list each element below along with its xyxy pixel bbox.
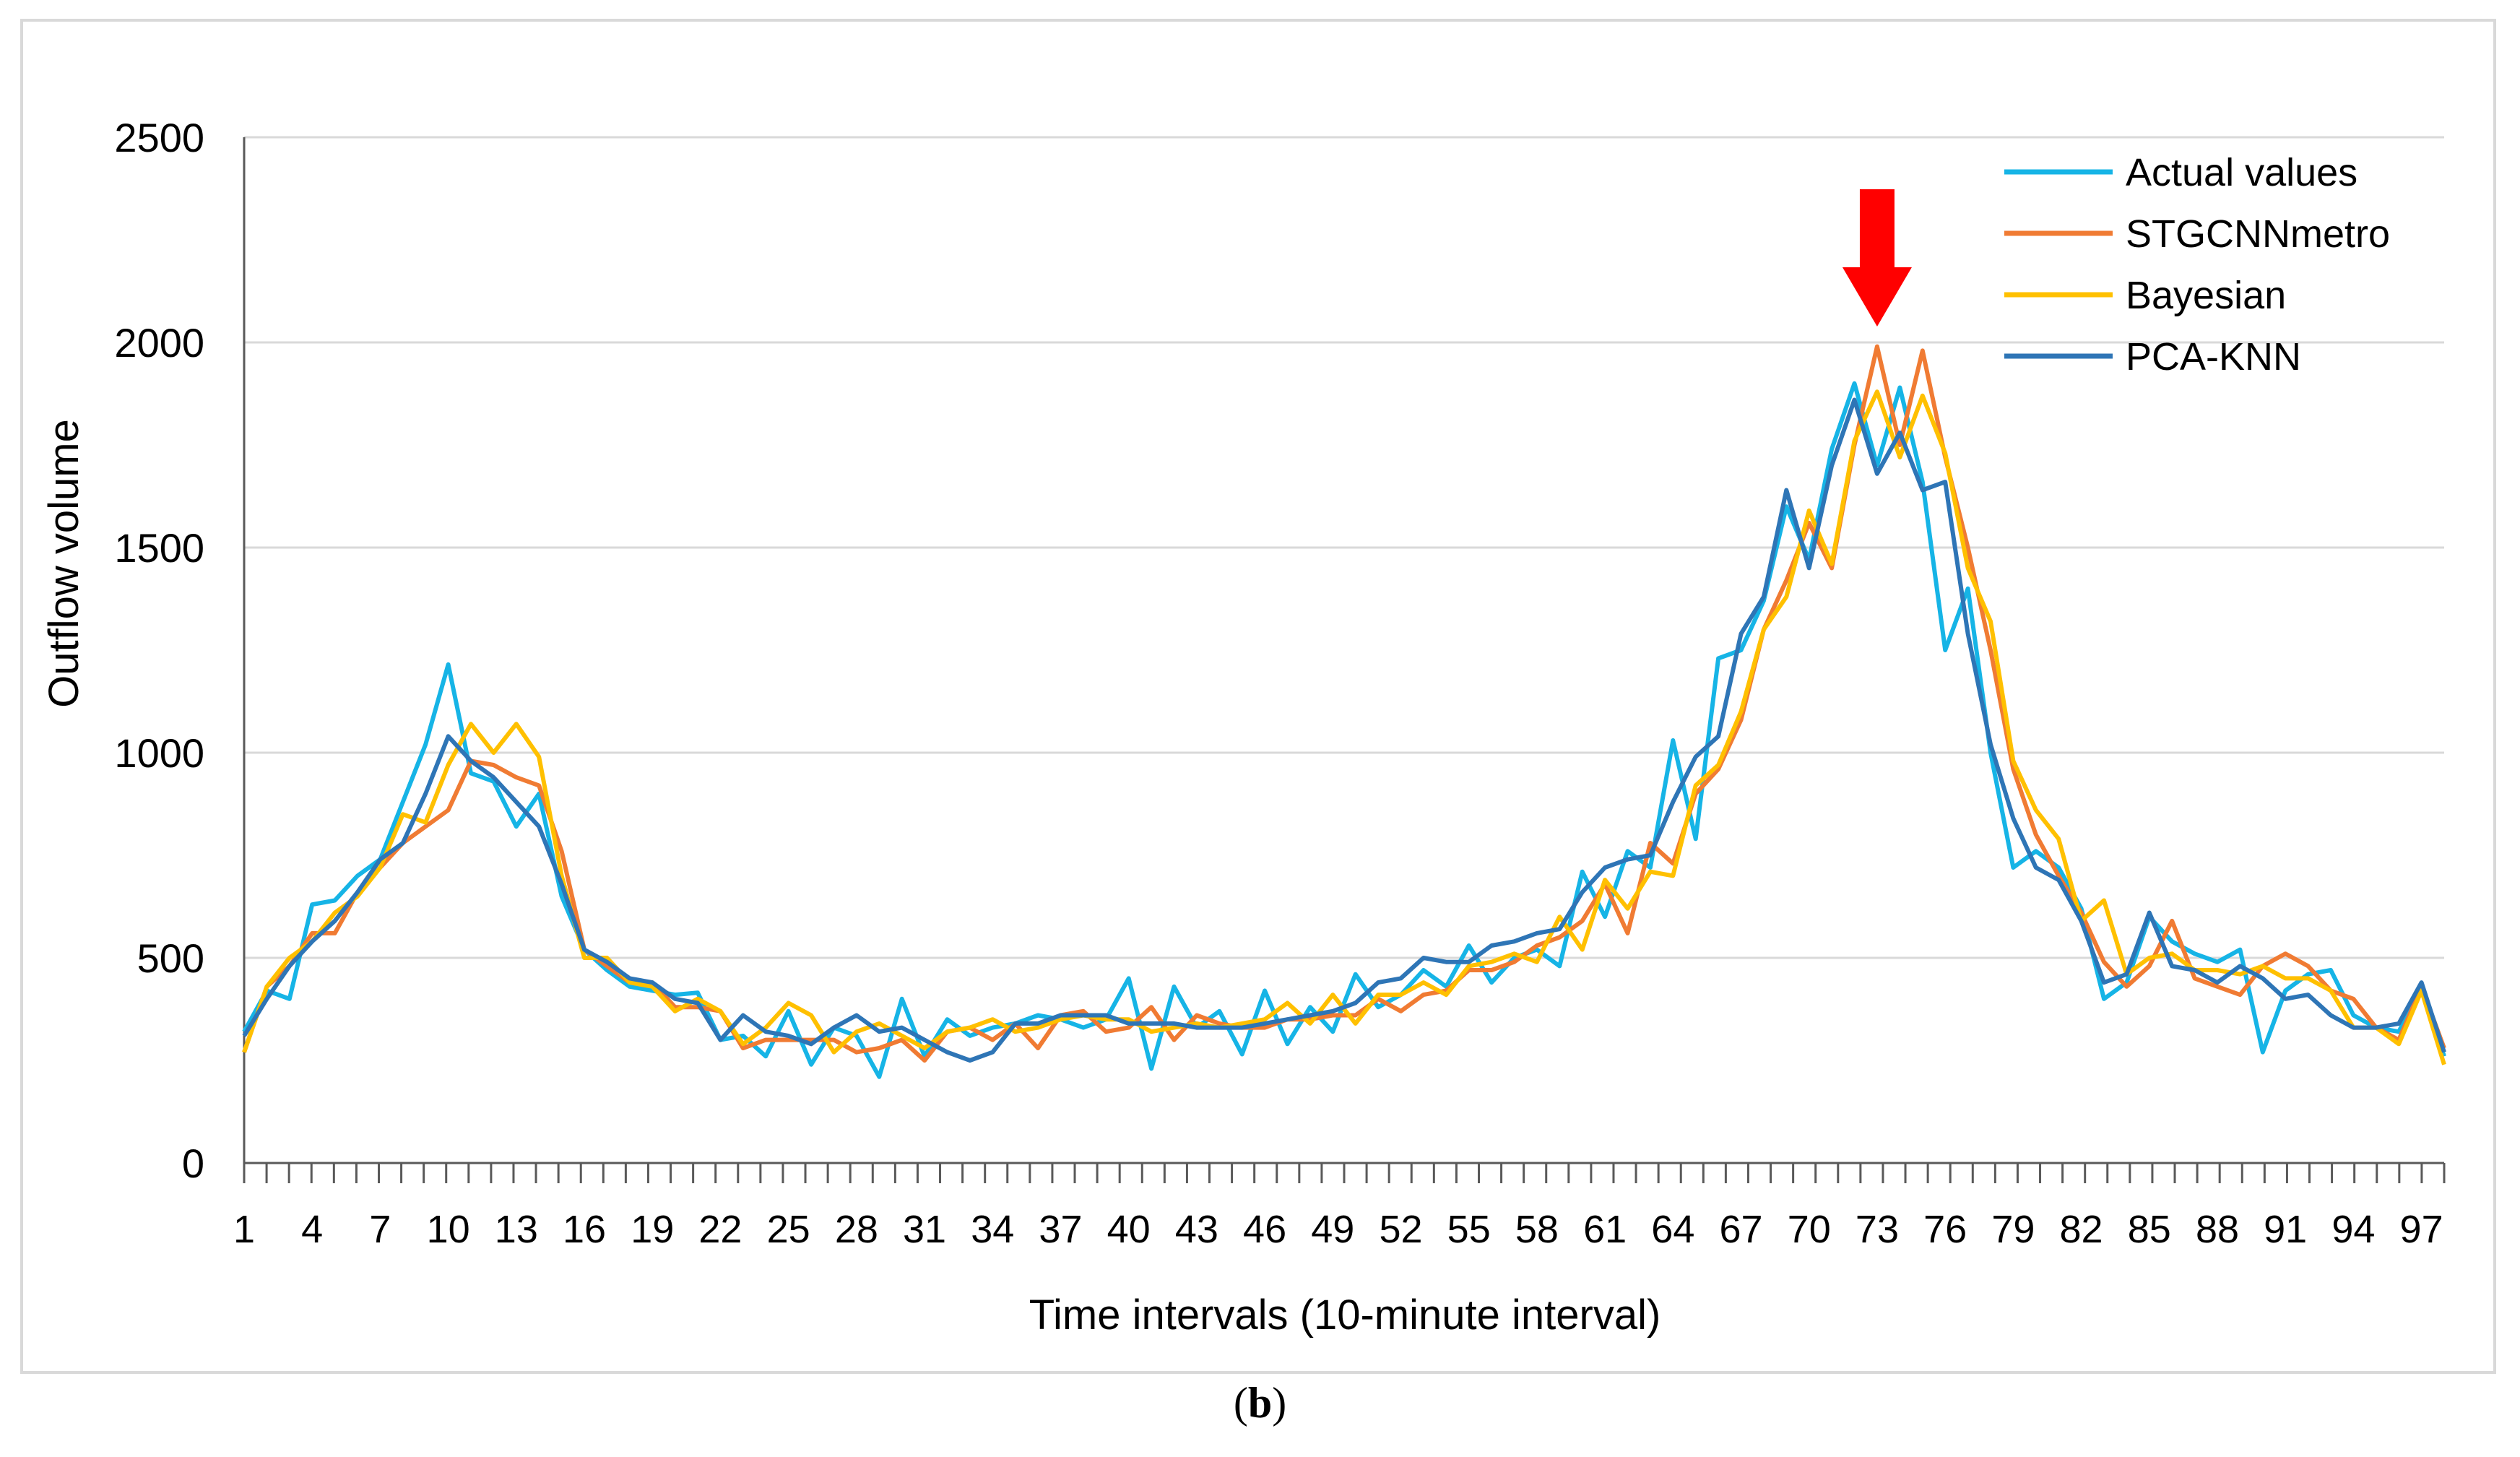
legend-label: STGCNNmetro (2126, 212, 2390, 256)
arrow-head (1842, 267, 1912, 327)
caption-close: ) (1272, 1379, 1287, 1427)
x-tick-label-19: 19 (631, 1208, 674, 1251)
x-tick-label-70: 70 (1788, 1208, 1831, 1251)
x-tick-label-52: 52 (1379, 1208, 1422, 1251)
x-tick-label-46: 46 (1243, 1208, 1286, 1251)
legend-label: PCA-KNN (2126, 335, 2301, 379)
x-tick-label-79: 79 (1991, 1208, 2035, 1251)
x-tick-label-16: 16 (563, 1208, 606, 1251)
y-tick-label-1500: 1500 (114, 525, 204, 571)
caption-letter: b (1247, 1379, 1273, 1427)
x-tick-label-37: 37 (1039, 1208, 1082, 1251)
x-axis-label: Time intervals (10-minute interval) (1029, 1292, 1661, 1339)
gridlines (244, 136, 2444, 959)
x-tick-label-25: 25 (767, 1208, 810, 1251)
series-lines (242, 344, 2446, 1079)
x-tick-label-31: 31 (903, 1208, 946, 1251)
x-tick-label-94: 94 (2331, 1208, 2375, 1251)
x-tick-label-28: 28 (835, 1208, 878, 1251)
x-tick-label-76: 76 (1923, 1208, 1967, 1251)
x-tick-label-91: 91 (2264, 1208, 2307, 1251)
y-tick-label-2000: 2000 (114, 320, 204, 366)
x-tick-label-22: 22 (698, 1208, 742, 1251)
y-tick-label-500: 500 (137, 935, 204, 981)
x-tick-label-73: 73 (1856, 1208, 1899, 1251)
axes: 0 500 1000 1500 2000 2500 1 4 7 10 13 16 19 22 25 28 31 3… (114, 115, 2446, 1251)
figure-caption: (b) (0, 1378, 2520, 1428)
x-tick-label-13: 13 (495, 1208, 538, 1251)
x-tick-label-64: 64 (1651, 1208, 1694, 1251)
x-tick-label-85: 85 (2128, 1208, 2171, 1251)
x-tick-label-88: 88 (2196, 1208, 2239, 1251)
arrow-shaft (1859, 189, 1895, 267)
x-tick-label-40: 40 (1107, 1208, 1151, 1251)
y-tick-label-1000: 1000 (114, 730, 204, 776)
legend: Actual values STGCNNmetro Bayesian PCA-KNN (2004, 151, 2390, 379)
x-tick-label-58: 58 (1515, 1208, 1559, 1251)
legend-label: Actual values (2126, 151, 2357, 194)
y-tick-label-2500: 2500 (114, 115, 204, 160)
x-tick-label-4: 4 (301, 1208, 323, 1251)
chart-frame (20, 19, 2496, 1374)
series-line-pca-knn (242, 397, 2446, 1063)
x-tick-label-34: 34 (971, 1208, 1014, 1251)
x-tick-label-10: 10 (427, 1208, 470, 1251)
series-line-bayesian (242, 389, 2446, 1065)
x-tick-label-49: 49 (1311, 1208, 1354, 1251)
caption-open: ( (1233, 1379, 1248, 1427)
x-tick-label-61: 61 (1583, 1208, 1627, 1251)
annotations (1842, 189, 1912, 327)
legend-label: Bayesian (2126, 274, 2286, 317)
x-tick-label-55: 55 (1447, 1208, 1491, 1251)
x-tick-label-7: 7 (369, 1208, 391, 1251)
y-tick-label-0: 0 (182, 1141, 204, 1186)
x-tick-label-82: 82 (2060, 1208, 2103, 1251)
y-axis-label: Outflow volume (40, 419, 87, 708)
x-tick-label-97: 97 (2400, 1208, 2443, 1251)
outflow-chart: 0 500 1000 1500 2000 2500 1 4 7 10 13 16 19 22 25 28 31 3… (40, 115, 2446, 1339)
x-tick-label-43: 43 (1175, 1208, 1218, 1251)
x-tick-label-67: 67 (1719, 1208, 1762, 1251)
x-tick-label-1: 1 (233, 1208, 255, 1251)
series-line-stgcnnmetro (242, 344, 2446, 1063)
